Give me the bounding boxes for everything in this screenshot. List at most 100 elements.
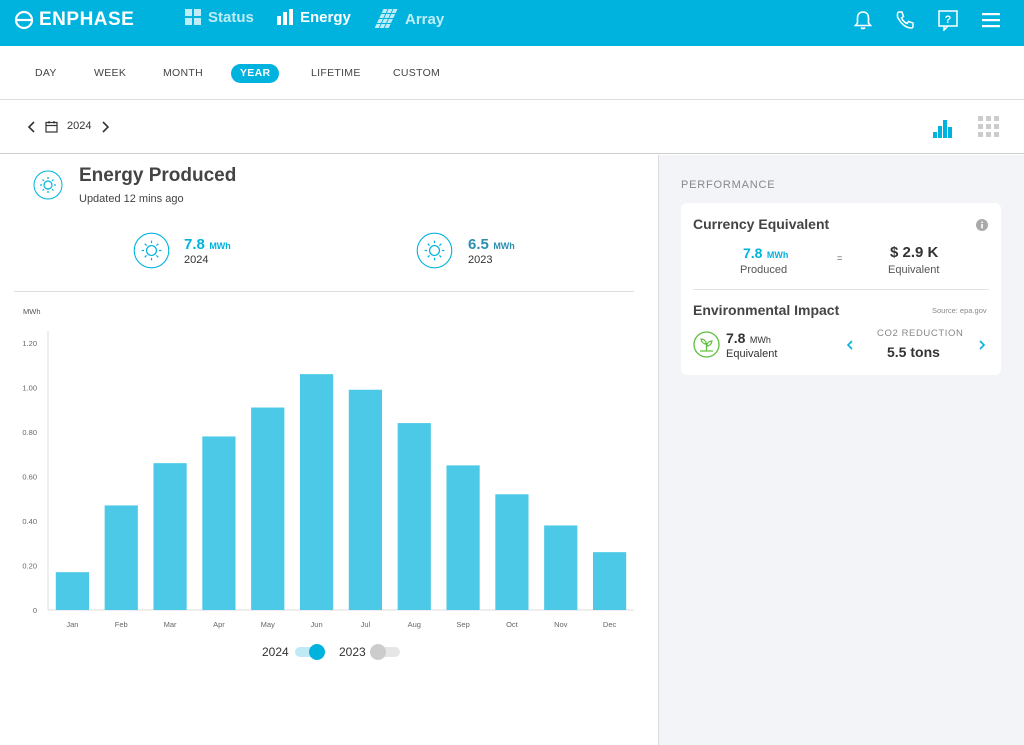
environment-unit: MWh (749, 335, 771, 345)
bar-mar[interactable] (153, 463, 187, 610)
status-grid-icon (185, 9, 201, 25)
enphase-logo[interactable]: ENPHASE (14, 9, 134, 31)
bar-jul[interactable] (348, 389, 383, 610)
calendar-icon[interactable] (45, 120, 58, 133)
co2-value: 5.5 tons (887, 344, 940, 360)
stat-previous-unit: MWh (493, 241, 515, 251)
sun-icon (33, 170, 63, 200)
bar-nov[interactable] (544, 525, 578, 610)
currency-produced-label: Produced (740, 264, 788, 276)
tab-lifetime[interactable]: LIFETIME (311, 67, 361, 79)
enphase-logo-icon (14, 10, 34, 30)
toggle-knob (370, 644, 386, 660)
top-bar: ENPHASE Status Energy Array (0, 0, 1024, 46)
environment-label: Equivalent (726, 348, 778, 360)
currency-equivalent-value: $ 2.9 K (890, 244, 939, 261)
tab-month[interactable]: MONTH (163, 67, 203, 79)
x-tick-label: Jan (66, 620, 78, 629)
y-tick-label: 0 (33, 606, 37, 615)
y-tick-label: 1.00 (22, 384, 37, 393)
phone-icon[interactable] (894, 9, 916, 31)
performance-card: Currency Equivalent 7.8 MWh Produced = $… (681, 203, 1001, 375)
bar-apr[interactable] (202, 436, 236, 610)
bar-aug[interactable] (397, 423, 431, 610)
bar-oct[interactable] (495, 494, 529, 610)
stat-previous-year: 2023 (468, 254, 493, 266)
tab-year[interactable]: YEAR (231, 64, 280, 83)
x-tick-label: May (261, 620, 275, 629)
nav-status-label: Status (208, 8, 254, 26)
date-label[interactable]: 2024 (67, 120, 92, 132)
updated-text: Updated 12 mins ago (79, 193, 184, 205)
array-panels-icon (375, 9, 398, 28)
nav-energy-label: Energy (300, 8, 351, 26)
co2-label: CO2 REDUCTION (877, 328, 964, 339)
nav-energy[interactable]: Energy (276, 8, 351, 26)
grid-view-icon[interactable] (977, 115, 1001, 139)
bar-jan[interactable] (55, 572, 90, 610)
logo-text: ENPHASE (39, 9, 135, 30)
legend-current-label: 2024 (262, 645, 289, 659)
stat-current-year: 2024 (184, 254, 209, 266)
chevron-right-icon[interactable] (100, 120, 110, 134)
bar-feb[interactable] (104, 505, 138, 610)
legend-current-toggle[interactable] (295, 644, 325, 660)
x-tick-label: Dec (603, 620, 617, 629)
bar-chart-view-icon[interactable] (932, 115, 954, 139)
x-tick-label: Jun (311, 620, 323, 629)
y-tick-label: 0.40 (22, 517, 37, 526)
date-bar: 2024 (0, 100, 1024, 154)
chevron-left-icon[interactable] (846, 340, 854, 350)
currency-title: Currency Equivalent (693, 216, 830, 232)
toggle-knob (309, 644, 325, 660)
tab-week[interactable]: WEEK (94, 67, 127, 79)
environment-energy: 7.8 MWh (726, 330, 771, 348)
legend-previous-toggle[interactable] (370, 644, 400, 660)
menu-icon[interactable] (980, 9, 1002, 31)
svg-text:?: ? (945, 14, 952, 26)
currency-equivalent-label: Equivalent (888, 264, 940, 276)
nav-array-label: Array (405, 10, 445, 28)
x-tick-label: Apr (213, 620, 225, 629)
x-tick-label: Mar (164, 620, 177, 629)
y-tick-label: 1.20 (22, 339, 37, 348)
environment-source: Source: epa.gov (932, 306, 987, 315)
nav-status[interactable]: Status (184, 8, 254, 26)
info-icon[interactable] (976, 219, 988, 231)
bell-icon[interactable] (852, 9, 874, 31)
bar-dec[interactable] (592, 552, 627, 610)
stat-previous: 6.5 MWh (468, 236, 515, 254)
divider (14, 291, 634, 292)
energy-bars-icon (277, 9, 293, 25)
tab-custom[interactable]: CUSTOM (393, 67, 441, 79)
nav-array[interactable]: Array (375, 8, 444, 30)
energy-main: Energy Produced Updated 12 mins ago 7.8 … (0, 155, 658, 745)
help-icon[interactable]: ? (937, 9, 959, 31)
stat-previous-value: 6.5 (468, 236, 489, 253)
y-tick-label: 0.80 (22, 428, 37, 437)
x-tick-label: Nov (554, 620, 568, 629)
bar-jun[interactable] (299, 374, 334, 610)
environment-title: Environmental Impact (693, 302, 840, 318)
x-tick-label: Aug (408, 620, 421, 629)
sun-icon (416, 232, 453, 269)
currency-produced: 7.8 MWh (743, 245, 788, 263)
performance-title: PERFORMANCE (681, 179, 776, 191)
stat-current-value: 7.8 (184, 236, 205, 253)
chevron-right-icon[interactable] (978, 340, 986, 350)
chevron-left-icon[interactable] (27, 120, 37, 134)
currency-produced-value: 7.8 (743, 245, 763, 261)
equals-sign: = (837, 253, 843, 263)
bar-may[interactable] (251, 407, 285, 610)
currency-produced-unit: MWh (766, 250, 789, 260)
energy-bar-chart: MWh 0 0.20 0.40 0.60 0.80 1.00 1.20 Jan Feb Mar A… (22, 307, 634, 629)
performance-panel: PERFORMANCE Currency Equivalent 7.8 MWh … (658, 155, 1024, 745)
legend-previous-label: 2023 (339, 645, 366, 659)
x-tick-label: Jul (361, 620, 371, 629)
sun-icon (133, 232, 170, 269)
tab-day[interactable]: DAY (35, 67, 57, 79)
y-axis-label: MWh (23, 307, 41, 316)
x-tick-label: Sep (456, 620, 469, 629)
environment-value: 7.8 (726, 330, 746, 346)
bar-sep[interactable] (446, 465, 480, 610)
